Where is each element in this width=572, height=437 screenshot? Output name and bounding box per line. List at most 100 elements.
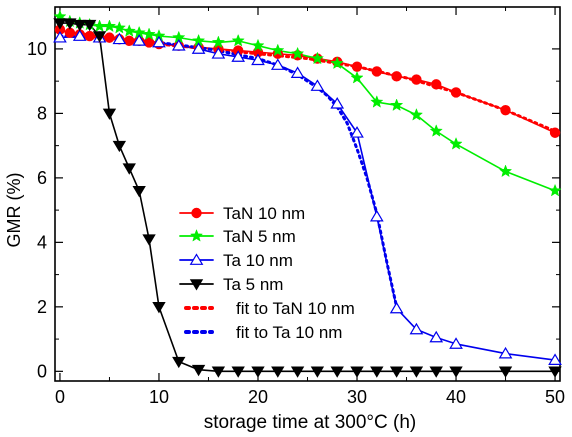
ta-5-nm-point [53, 18, 67, 30]
tan-5-nm-point [92, 19, 107, 33]
legend-label: fit to Ta 10 nm [236, 323, 342, 342]
legend-label: Ta 10 nm [223, 251, 293, 270]
series-line [59, 22, 556, 373]
x-tick-label: 30 [347, 387, 367, 407]
ta-10-nm-point [310, 79, 325, 91]
tan-5-nm-point [102, 19, 117, 33]
tan-5-nm-point [548, 183, 562, 197]
ta-5-nm-point [132, 185, 146, 198]
y-tick-label: 0 [37, 361, 47, 381]
y-tick-label: 10 [27, 39, 47, 59]
legend-marker [189, 279, 204, 291]
ta-5-nm-point [409, 366, 424, 378]
ta-5-nm-point [290, 366, 305, 378]
ta-5-nm-point [350, 366, 364, 378]
ta-10-nm-point [369, 209, 384, 222]
tan-10-nm-point [143, 37, 155, 48]
tan-5-nm-point [142, 27, 156, 41]
ta-5-nm-point [548, 366, 562, 378]
x-tick-label: 0 [55, 387, 65, 407]
tan-10-nm-point [431, 79, 442, 90]
fit-series-line [58, 34, 399, 309]
y-tick-label: 2 [37, 297, 47, 317]
ta-5-nm-point [191, 364, 206, 377]
plot-layer: 0 10 20 30 40 50 0 2 4 6 8 10 TaN 10 nm TaN 5 nm Ta 10… [27, 6, 565, 407]
ta-10-nm-point [251, 53, 265, 66]
legend-marker [189, 229, 204, 242]
tan-10-nm-point [450, 87, 462, 98]
ta-5-nm-point [142, 234, 156, 246]
tan-5-nm-point [409, 108, 424, 121]
legend-label: Ta 5 nm [223, 275, 283, 294]
y-tick-label: 8 [37, 103, 47, 123]
ta-10-nm-point [171, 39, 186, 51]
ta-10-nm-point [498, 346, 513, 359]
tan-5-nm-point [271, 43, 285, 57]
ta-5-nm-point [231, 366, 245, 378]
tan-10-nm-point [371, 66, 383, 77]
tan-5-nm-point [449, 137, 463, 150]
ta-5-nm-point [498, 366, 513, 378]
tan-5-nm-point [389, 98, 404, 111]
tan-10-nm-point [549, 127, 561, 138]
tan-10-nm-point [391, 71, 402, 82]
tan-5-nm-point [310, 51, 325, 65]
ta-10-nm-point [270, 58, 285, 70]
tan-5-nm-point [251, 38, 265, 52]
series-line [59, 15, 556, 192]
legend-marker [189, 253, 204, 265]
x-tick-label: 40 [446, 387, 466, 407]
ta-10-nm-point [548, 353, 562, 365]
tan-10-nm-point [411, 74, 422, 85]
ta-5-nm-point [449, 366, 463, 378]
tan-5-nm-point [231, 33, 245, 47]
ta-10-nm-point [429, 330, 444, 343]
ta-5-nm-point [429, 366, 443, 378]
y-axis-label: GMR (%) [4, 173, 24, 248]
ta-5-nm-point [112, 140, 127, 153]
x-tick-label: 20 [248, 387, 268, 407]
ta-5-nm-point [211, 366, 226, 378]
chart-legend: TaN 10 nm TaN 5 nm Ta 10 nm Ta 5 nm fit to T… [179, 204, 355, 342]
tan-10-nm-point [351, 61, 363, 72]
ta-10-nm-point [132, 34, 147, 46]
tan-5-nm-point [122, 24, 136, 37]
ta-10-nm-point [290, 66, 305, 78]
ta-10-nm-point [231, 50, 246, 62]
tan-5-nm-point [330, 56, 344, 70]
ta-5-nm-point [389, 366, 404, 378]
ta-10-nm-point [449, 337, 463, 349]
tan-5-nm-point [211, 35, 226, 49]
legend-label: TaN 5 nm [223, 227, 296, 246]
ta-5-nm-point [122, 163, 136, 175]
ta-5-nm-point [63, 18, 77, 30]
tan-10-nm-point [124, 35, 135, 47]
ta-5-nm-point [330, 366, 344, 378]
ta-10-nm-point [211, 47, 226, 59]
ta-10-nm-point [72, 29, 87, 41]
x-tick-label: 50 [545, 387, 565, 407]
y-tick-label: 4 [37, 232, 47, 252]
tan-5-nm-point [290, 46, 305, 60]
legend-marker [191, 207, 202, 219]
ta-10-nm-point [191, 42, 206, 54]
tan-5-nm-point [350, 70, 364, 84]
ta-5-nm-point [271, 366, 285, 378]
ta-10-nm-point [53, 30, 67, 43]
tan-5-nm-point [498, 164, 513, 178]
tan-5-nm-point [112, 20, 127, 34]
tan-10-nm-point [84, 30, 95, 42]
ta-5-nm-point [172, 356, 186, 369]
ta-10-nm-point [350, 126, 364, 138]
tan-5-nm-point [370, 95, 384, 108]
ta-10-nm-point [409, 322, 424, 335]
ta-10-nm-point [389, 301, 404, 314]
x-tick-label: 10 [149, 387, 169, 407]
ta-10-nm-point [112, 32, 127, 45]
ta-5-nm-point [152, 302, 166, 314]
ta-5-nm-point [310, 366, 325, 378]
tan-10-nm-point [104, 32, 115, 43]
legend-label: fit to TaN 10 nm [236, 299, 355, 318]
ta-5-nm-point [251, 366, 265, 378]
